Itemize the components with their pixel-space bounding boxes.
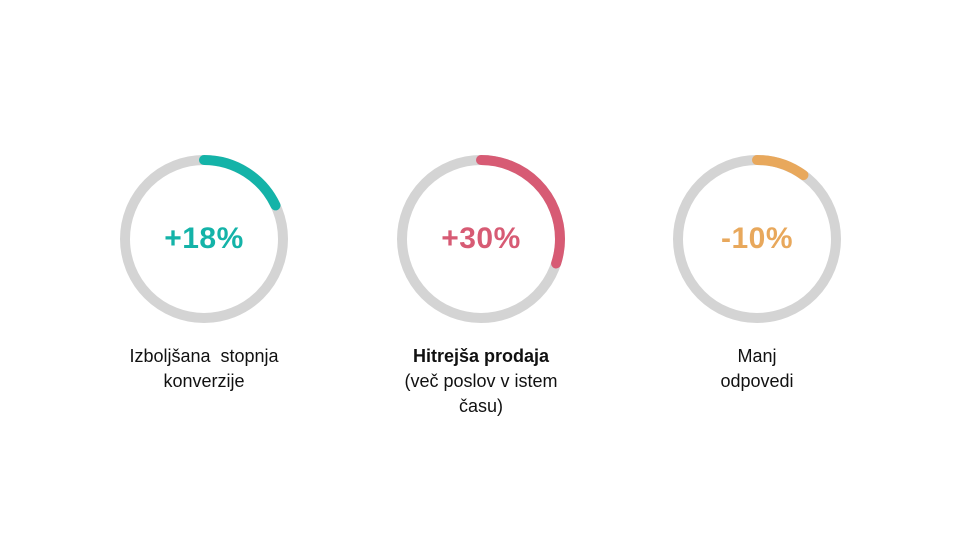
metric-label-line: konverzije: [163, 371, 245, 391]
progress-ring-graphic: [673, 155, 841, 323]
metric-value: +30%: [441, 222, 521, 255]
metric-label: Hitrejša prodaja (več poslov v istem čas…: [361, 344, 601, 419]
metric-label-line: času): [458, 396, 503, 416]
metric-label-line: Izboljšana stopnja: [129, 346, 279, 366]
metric-value: -10%: [720, 222, 794, 255]
metric-value: +18%: [164, 222, 244, 255]
metric-card-cancellations: -10% Manj odpovedi: [637, 152, 877, 452]
progress-ring-graphic: [120, 155, 288, 323]
metric-label-line: Manj: [737, 346, 777, 366]
progress-ring-arc: [397, 155, 565, 323]
progress-ring-arc: [120, 155, 288, 323]
metric-label-line: (več poslov v istem: [404, 371, 558, 391]
metric-label: Izboljšana stopnja konverzije: [84, 344, 324, 394]
metric-label-line: Hitrejša prodaja: [412, 346, 550, 366]
progress-ring: +30%: [394, 152, 568, 326]
metric-card-sales-speed: +30% Hitrejša prodaja (več poslov v iste…: [361, 152, 601, 452]
metric-label: Manj odpovedi: [637, 344, 877, 394]
metric-card-conversion: +18% Izboljšana stopnja konverzije: [84, 152, 324, 452]
progress-ring-graphic: [397, 155, 565, 323]
progress-ring-arc: [673, 155, 841, 323]
progress-ring: -10%: [670, 152, 844, 326]
progress-ring: +18%: [117, 152, 291, 326]
metric-label-line: odpovedi: [720, 371, 794, 391]
